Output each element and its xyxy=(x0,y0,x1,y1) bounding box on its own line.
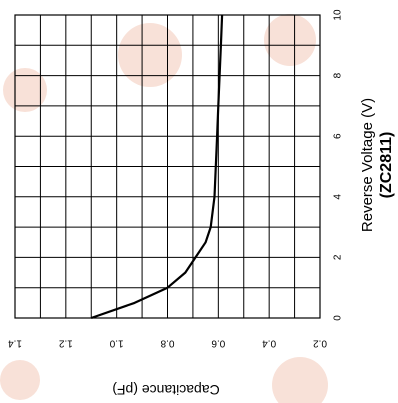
y-tick-label: 0.8 xyxy=(160,338,174,349)
x-tick-label: 4 xyxy=(333,194,344,200)
y-tick-label: 0.2 xyxy=(313,338,327,349)
y-tick-label: 1.0 xyxy=(109,338,123,349)
x-tick-labels: 0 2 4 6 8 10 xyxy=(333,9,344,321)
plot-frame xyxy=(14,14,321,319)
x-tick-label: 10 xyxy=(333,9,344,21)
watermark-mark xyxy=(0,360,40,400)
watermark-mark xyxy=(3,68,47,112)
y-axis-label: Capacitance (pF) xyxy=(112,382,219,398)
y-tick-label: 1.2 xyxy=(58,338,72,349)
watermark-mark xyxy=(264,14,316,66)
x-tick-label: 8 xyxy=(333,72,344,78)
y-tick-label: 0.6 xyxy=(211,338,225,349)
watermark-mark xyxy=(272,357,328,403)
y-tick-labels: 1.4 1.2 1.0 0.8 0.6 0.4 0.2 xyxy=(8,338,327,349)
chart-subtitle: (ZC2811) xyxy=(378,132,395,199)
x-tick-label: 0 xyxy=(333,315,344,321)
series-line xyxy=(90,14,224,320)
y-tick-label: 0.4 xyxy=(262,338,276,349)
watermark xyxy=(0,14,328,403)
x-axis-label: Reverse Voltage (V) xyxy=(359,98,376,232)
x-tick-label: 2 xyxy=(333,254,344,260)
x-tick-label: 6 xyxy=(333,133,344,139)
y-tick-label: 1.4 xyxy=(8,338,22,349)
grid xyxy=(14,14,321,319)
watermark-mark xyxy=(118,23,182,87)
series-layer xyxy=(90,14,224,320)
